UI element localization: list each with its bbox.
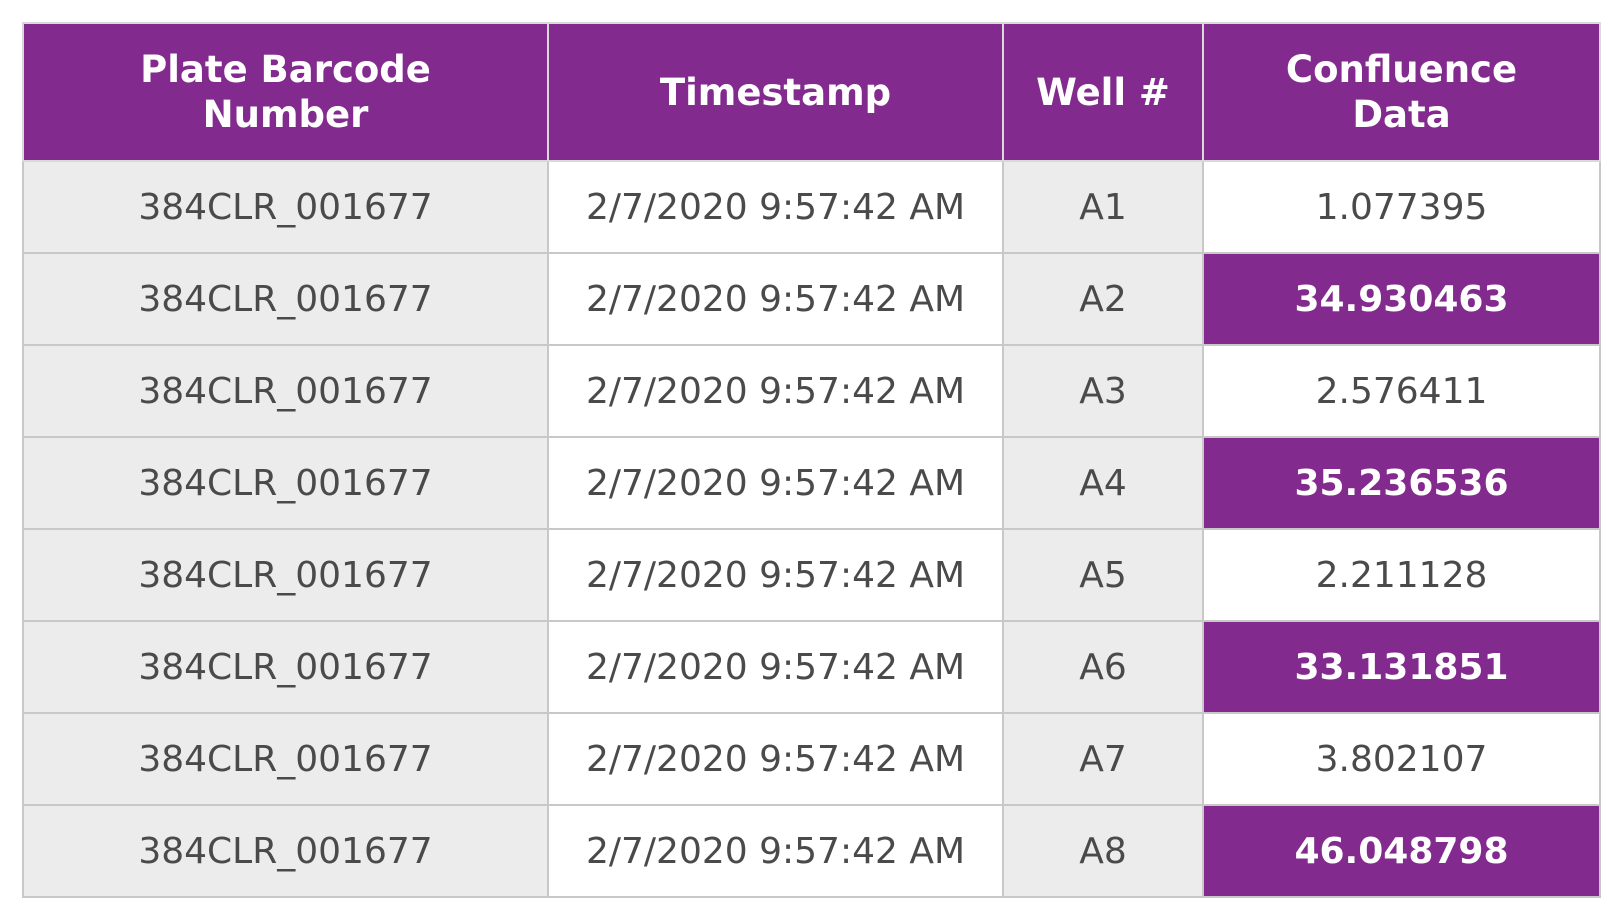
timestamp-cell: 2/7/2020 9:57:42 AM [547, 528, 1004, 622]
header-timestamp: Timestamp [547, 22, 1004, 162]
timestamp-cell: 2/7/2020 9:57:42 AM [547, 620, 1004, 714]
table-body: 384CLR_001677 2/7/2020 9:57:42 AM A1 1.0… [22, 160, 1601, 898]
barcode-cell: 384CLR_001677 [22, 620, 549, 714]
confluence-cell: 3.802107 [1202, 712, 1601, 806]
well-cell: A4 [1002, 436, 1204, 530]
header-well-label: Well # [1036, 70, 1170, 114]
well-cell: A2 [1002, 252, 1204, 346]
barcode-cell: 384CLR_001677 [22, 160, 549, 254]
confluence-cell: 1.077395 [1202, 160, 1601, 254]
header-plate-barcode-line-2: Number [202, 93, 369, 136]
timestamp-cell: 2/7/2020 9:57:42 AM [547, 804, 1004, 898]
table-header: Plate Barcode Number Timestamp Well # Co… [22, 22, 1601, 162]
header-row: Plate Barcode Number Timestamp Well # Co… [22, 22, 1601, 162]
table-row: 384CLR_001677 2/7/2020 9:57:42 AM A2 34.… [22, 252, 1601, 346]
timestamp-cell: 2/7/2020 9:57:42 AM [547, 160, 1004, 254]
barcode-cell: 384CLR_001677 [22, 436, 549, 530]
well-cell: A8 [1002, 804, 1204, 898]
confluence-cell: 35.236536 [1202, 436, 1601, 530]
table-row: 384CLR_001677 2/7/2020 9:57:42 AM A6 33.… [22, 620, 1601, 714]
timestamp-cell: 2/7/2020 9:57:42 AM [547, 344, 1004, 438]
table-row: 384CLR_001677 2/7/2020 9:57:42 AM A1 1.0… [22, 160, 1601, 254]
confluence-cell: 33.131851 [1202, 620, 1601, 714]
table-row: 384CLR_001677 2/7/2020 9:57:42 AM A7 3.8… [22, 712, 1601, 806]
header-timestamp-label: Timestamp [659, 70, 892, 114]
header-confluence-line-2: Data [1352, 93, 1451, 136]
timestamp-cell: 2/7/2020 9:57:42 AM [547, 436, 1004, 530]
confluence-cell: 2.211128 [1202, 528, 1601, 622]
header-plate-barcode-number: Plate Barcode Number [22, 22, 549, 162]
confluence-data-table: Plate Barcode Number Timestamp Well # Co… [22, 22, 1601, 898]
table-row: 384CLR_001677 2/7/2020 9:57:42 AM A8 46.… [22, 804, 1601, 898]
well-cell: A3 [1002, 344, 1204, 438]
barcode-cell: 384CLR_001677 [22, 344, 549, 438]
header-well-number: Well # [1002, 22, 1204, 162]
barcode-cell: 384CLR_001677 [22, 804, 549, 898]
well-cell: A1 [1002, 160, 1204, 254]
header-plate-barcode-line-1: Plate Barcode [140, 48, 431, 91]
header-confluence-data: Confluence Data [1202, 22, 1601, 162]
timestamp-cell: 2/7/2020 9:57:42 AM [547, 252, 1004, 346]
table-row: 384CLR_001677 2/7/2020 9:57:42 AM A3 2.5… [22, 344, 1601, 438]
barcode-cell: 384CLR_001677 [22, 252, 549, 346]
table-row: 384CLR_001677 2/7/2020 9:57:42 AM A4 35.… [22, 436, 1601, 530]
well-cell: A5 [1002, 528, 1204, 622]
header-confluence-line-1: Confluence [1285, 48, 1518, 91]
well-cell: A7 [1002, 712, 1204, 806]
timestamp-cell: 2/7/2020 9:57:42 AM [547, 712, 1004, 806]
confluence-cell: 34.930463 [1202, 252, 1601, 346]
well-cell: A6 [1002, 620, 1204, 714]
barcode-cell: 384CLR_001677 [22, 528, 549, 622]
confluence-cell: 46.048798 [1202, 804, 1601, 898]
barcode-cell: 384CLR_001677 [22, 712, 549, 806]
confluence-cell: 2.576411 [1202, 344, 1601, 438]
table-row: 384CLR_001677 2/7/2020 9:57:42 AM A5 2.2… [22, 528, 1601, 622]
